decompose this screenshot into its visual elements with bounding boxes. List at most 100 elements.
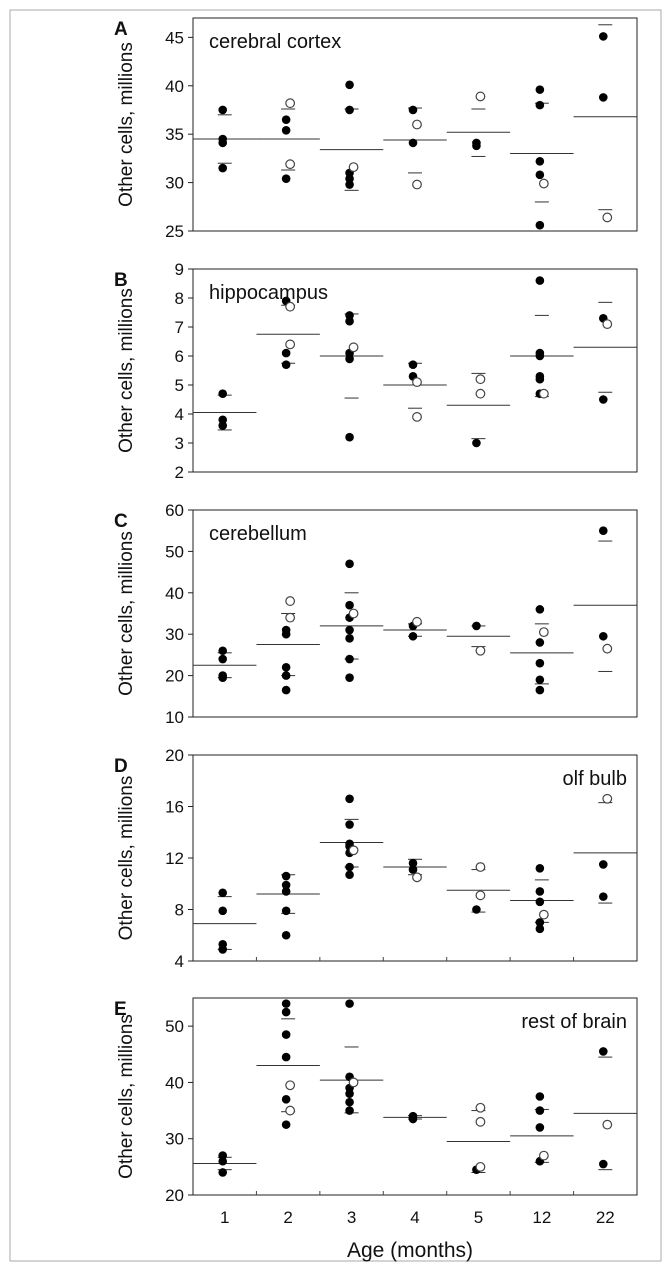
- panel-annotation: rest of brain: [521, 1011, 627, 1033]
- y-tick-label: 5: [175, 376, 184, 395]
- data-point-open: [602, 1119, 613, 1130]
- data-point-filled: [535, 924, 545, 934]
- data-point-filled: [535, 351, 545, 361]
- data-point-filled: [345, 600, 354, 610]
- data-point-filled: [408, 138, 418, 148]
- data-point-open: [475, 645, 486, 656]
- y-axis-label: Other cells, millions: [116, 42, 137, 207]
- panel-letter: E: [114, 999, 127, 1020]
- data-point-open: [538, 909, 549, 920]
- data-point-open: [412, 872, 422, 883]
- data-point-filled: [535, 100, 545, 110]
- y-tick-label: 50: [165, 1017, 184, 1036]
- x-tick-label: 12: [532, 1208, 551, 1227]
- data-point-filled: [218, 906, 228, 916]
- y-tick-label: 20: [165, 1186, 184, 1205]
- data-point-filled: [281, 126, 291, 135]
- plot-frame: [192, 268, 638, 473]
- x-tick-label: 5: [474, 1208, 483, 1227]
- x-tick-label: 2: [283, 1208, 292, 1227]
- data-point-filled: [281, 629, 291, 639]
- data-point-open: [475, 1116, 486, 1127]
- y-tick-label: 40: [165, 77, 184, 96]
- data-point-filled: [598, 395, 608, 404]
- data-point-filled: [345, 673, 354, 682]
- data-point-filled: [535, 638, 545, 647]
- data-point-filled: [345, 654, 354, 664]
- data-point-open: [412, 412, 422, 422]
- data-point-filled: [408, 105, 418, 115]
- data-point-open: [475, 1161, 486, 1172]
- data-point-filled: [408, 631, 418, 641]
- data-point-open: [348, 342, 359, 353]
- data-point-filled: [408, 858, 418, 868]
- y-tick-label: 40: [165, 584, 184, 603]
- data-point-filled: [598, 93, 608, 102]
- panel-annotation: cerebral cortex: [209, 31, 341, 53]
- data-point-filled: [598, 1047, 608, 1056]
- data-point-filled: [535, 1106, 545, 1115]
- data-point-filled: [281, 1095, 291, 1104]
- panel-letter: A: [114, 19, 128, 40]
- data-point-open: [602, 319, 613, 330]
- data-point-filled: [345, 354, 354, 364]
- data-point-open: [348, 162, 359, 173]
- y-tick-label: 8: [175, 901, 184, 920]
- figure-border: [9, 9, 662, 1262]
- data-point-filled: [281, 871, 291, 881]
- data-point-open: [538, 178, 549, 189]
- y-tick-label: 3: [175, 434, 184, 453]
- data-point-open: [475, 890, 486, 901]
- data-point-open: [475, 374, 486, 385]
- data-point-filled: [345, 820, 354, 829]
- data-point-filled: [345, 625, 354, 635]
- data-point-filled: [345, 1089, 354, 1098]
- y-tick-label: 8: [175, 289, 184, 308]
- data-point-filled: [218, 138, 228, 148]
- data-point-filled: [281, 671, 291, 680]
- data-point-open: [412, 119, 422, 130]
- data-point-filled: [218, 654, 228, 664]
- data-point-filled: [218, 1168, 228, 1177]
- data-point-open: [285, 159, 296, 170]
- data-point-filled: [218, 888, 228, 898]
- data-point-filled: [535, 685, 545, 695]
- data-point-filled: [535, 1123, 545, 1132]
- data-point-filled: [535, 374, 545, 384]
- y-axis-label: Other cells, millions: [116, 776, 137, 941]
- data-point-filled: [345, 180, 354, 189]
- data-point-filled: [535, 658, 545, 668]
- y-tick-label: 4: [175, 405, 184, 424]
- data-point-filled: [281, 115, 291, 124]
- data-point-filled: [218, 105, 228, 115]
- data-point-open: [538, 627, 549, 638]
- data-point-filled: [281, 685, 291, 695]
- plot-frame: [192, 997, 638, 1196]
- y-axis-label: Other cells, millions: [116, 1014, 137, 1179]
- data-point-open: [348, 608, 359, 619]
- y-tick-label: 40: [165, 1073, 184, 1092]
- data-point-filled: [345, 870, 354, 880]
- data-point-open: [285, 1080, 296, 1091]
- y-tick-label: 35: [165, 125, 184, 144]
- data-point-open: [285, 1105, 296, 1116]
- data-point-open: [602, 793, 613, 804]
- data-point-filled: [598, 526, 608, 535]
- y-tick-label: 20: [165, 746, 184, 765]
- data-point-filled: [281, 360, 291, 370]
- data-point-filled: [281, 1007, 291, 1017]
- data-point-open: [285, 596, 296, 606]
- data-point-filled: [535, 605, 545, 614]
- data-point-open: [412, 616, 422, 627]
- y-tick-label: 30: [165, 625, 184, 644]
- data-point-filled: [345, 999, 354, 1008]
- data-point-open: [412, 179, 422, 190]
- data-point-filled: [345, 1097, 354, 1107]
